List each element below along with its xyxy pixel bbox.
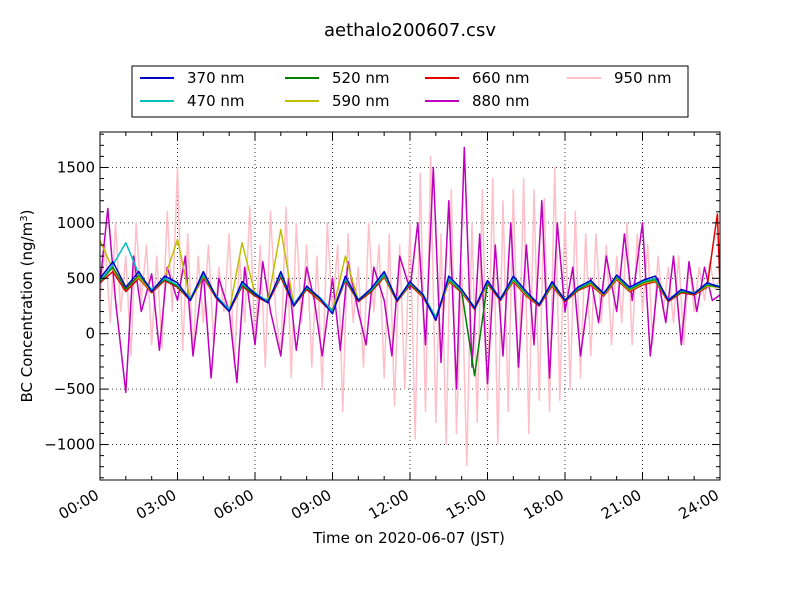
legend-label-880-nm: 880 nm (472, 92, 530, 110)
x-tick-label-2: 06:00 (211, 486, 257, 523)
y-tick-label-1: −500 (54, 380, 95, 398)
legend-label-950-nm: 950 nm (614, 69, 672, 87)
y-axis-label-close: ) (18, 210, 36, 216)
x-tick-label-0: 00:00 (56, 486, 102, 523)
x-axis-label: Time on 2020-06-07 (JST) (312, 529, 505, 547)
legend-label-370-nm: 370 nm (187, 69, 245, 87)
y-tick-label-0: −1000 (44, 436, 95, 454)
x-tick-label-3: 09:00 (288, 486, 334, 523)
x-tick-label-6: 18:00 (521, 486, 567, 523)
legend-label-660-nm: 660 nm (472, 69, 530, 87)
legend-label-590-nm: 590 nm (332, 92, 390, 110)
series-line-950-nm (100, 155, 720, 467)
series-line-370-nm (100, 260, 720, 322)
legend: 370 nm 470 nm 520 nm 590 nm 660 nm 880 nm 950 … (131, 65, 689, 118)
legend-label-470-nm: 470 nm (187, 92, 245, 110)
axis-ticks: 00:00 03:00 06:00 09:00 12:00 15:00 18:00 21:00… (44, 132, 722, 523)
y-tick-label-3: 500 (66, 269, 95, 287)
y-axis-label: BC Concentration (ng/m3) (18, 210, 36, 403)
y-tick-label-4: 1000 (57, 214, 95, 232)
x-tick-label-4: 12:00 (366, 486, 412, 523)
series-line-880-nm (100, 146, 720, 394)
x-tick-label-5: 15:00 (443, 486, 489, 523)
chart-title: aethalo200607.csv (324, 20, 496, 41)
grid (100, 132, 720, 480)
y-axis-label-main: BC Concentration (ng/m (18, 222, 36, 403)
y-tick-label-5: 1500 (57, 158, 95, 176)
x-tick-label-1: 03:00 (133, 486, 179, 523)
x-tick-label-8: 24:00 (676, 486, 722, 523)
y-axis-label-sup: 3 (19, 215, 30, 221)
y-tick-label-2: 0 (85, 325, 95, 343)
x-tick-label-7: 21:00 (598, 486, 644, 523)
series-layer (100, 146, 720, 467)
legend-box (131, 65, 689, 118)
legend-label-520-nm: 520 nm (332, 69, 390, 87)
